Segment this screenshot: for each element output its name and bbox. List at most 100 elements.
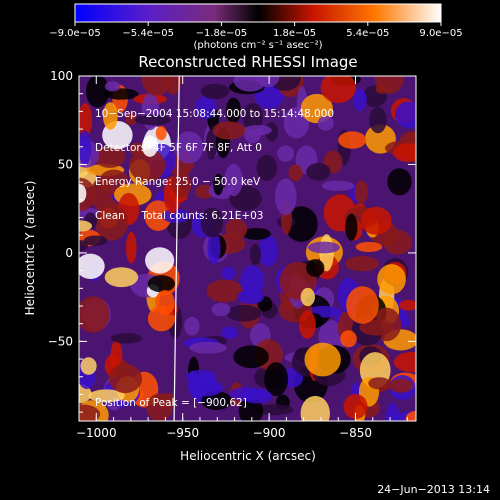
- peak-position-label: Position of Peak = [−900,62]: [95, 397, 247, 409]
- heatmap-blob: [277, 145, 295, 162]
- heatmap-blob: [144, 200, 172, 231]
- heatmap-blob: [385, 402, 400, 421]
- limb-line: [173, 76, 180, 421]
- heatmap-blob: [207, 231, 221, 265]
- info-line-detectors: Detectors: 4F 5F 6F 7F 8F, Att 0: [95, 142, 262, 155]
- y-tick-label: 0: [65, 246, 73, 260]
- heatmap-blob: [155, 290, 175, 316]
- heatmap-blob: [241, 388, 273, 404]
- heatmap-blob: [146, 393, 173, 421]
- heatmap-blob: [104, 81, 121, 92]
- heatmap-blob: [240, 265, 265, 296]
- y-axis: −50 0 50 100: [48, 69, 416, 413]
- x-tick-label: −900: [253, 426, 286, 440]
- heatmap-blob: [225, 218, 248, 240]
- x-tick-label: −950: [166, 426, 199, 440]
- heatmap-blob: [346, 286, 379, 324]
- timestamp-footer: 24−Jun−2013 13:14: [377, 483, 490, 496]
- heatmap-blob: [164, 76, 182, 95]
- plot-frame: [78, 75, 417, 422]
- colorbar-tick-label: −9.0e−05: [49, 28, 101, 39]
- heatmap-blob: [389, 378, 413, 393]
- heatmap-blob: [249, 243, 261, 265]
- colorbar-unit-label: (photons cm⁻² s⁻¹ asec⁻²): [193, 40, 322, 51]
- heatmap-blob: [211, 302, 231, 317]
- heatmap-blob: [343, 393, 368, 420]
- x-tick-label: −850: [339, 426, 372, 440]
- heatmap-blob: [317, 115, 334, 131]
- heatmap-blob: [237, 289, 264, 305]
- heatmap-blob: [345, 255, 380, 272]
- heatmap-blob: [369, 106, 387, 134]
- info-line-energy: Energy Range: 25.0 − 50.0 keV: [95, 176, 261, 189]
- heatmap-blob: [393, 143, 416, 162]
- heatmap-blob: [274, 178, 297, 216]
- heatmap-blob: [255, 404, 294, 416]
- heatmap-blob: [110, 333, 143, 344]
- heatmap-blob: [155, 125, 167, 141]
- heatmap-blob: [306, 162, 331, 181]
- y-axis-label: Heliocentric Y (arcsec): [23, 181, 37, 316]
- heatmap-blob: [353, 88, 367, 112]
- heatmap-blob: [226, 304, 262, 322]
- heatmap-blob: [79, 183, 87, 204]
- heatmap-blob: [299, 310, 316, 339]
- heatmap-blob: [360, 206, 392, 235]
- heatmap-blob: [244, 125, 272, 136]
- heatmap-blob: [300, 287, 315, 307]
- heatmap-blob: [189, 341, 227, 354]
- colorbar: [74, 3, 442, 23]
- heatmap-blob: [141, 76, 172, 96]
- heatmap-blob: [184, 316, 200, 336]
- heatmap-blob: [95, 205, 129, 241]
- heatmap-blob: [200, 207, 224, 238]
- heatmap-blob: [145, 247, 175, 274]
- heatmap-blob: [233, 345, 269, 369]
- heatmap-blob: [79, 220, 93, 232]
- heatmap-blob: [377, 264, 406, 295]
- info-line-counts: Clean Total counts: 6.21E+03: [95, 210, 264, 223]
- heatmap-blob: [321, 180, 355, 191]
- observation-info: 10−Sep−2004 15:08:44.000 to 15:14:48.000…: [95, 86, 334, 234]
- y-tick-label: 100: [50, 69, 73, 83]
- heatmap-blob: [304, 342, 341, 377]
- y-tick-label: 50: [58, 157, 73, 171]
- heatmap-blob: [79, 384, 92, 404]
- colorbar-ticks: −9.0e−05 −5.4e−05 −1.8e−05 1.8e−05 5.4e−05 9.…: [49, 22, 463, 39]
- heatmap-blob: [125, 231, 137, 264]
- heatmap-blob: [374, 76, 405, 95]
- heatmap-blob: [284, 206, 318, 242]
- chart-title: Reconstructed RHESSI Image: [138, 53, 357, 71]
- heatmap-blob: [79, 296, 110, 333]
- heatmap-blob: [255, 76, 280, 88]
- heatmap-blob: [200, 83, 230, 100]
- heatmap-blob: [212, 121, 246, 140]
- heatmap-blob: [359, 319, 394, 336]
- heatmap-blob: [141, 135, 158, 157]
- heatmap-blob: [108, 363, 143, 394]
- heatmap-blob: [225, 97, 241, 124]
- heatmap-blob: [256, 154, 277, 181]
- heatmap-blob: [288, 164, 303, 182]
- heatmap-blob: [387, 168, 412, 196]
- heatmap-blob: [398, 299, 416, 311]
- heatmap-blob: [205, 129, 218, 160]
- heatmap-blob: [320, 76, 356, 104]
- heatmap-blob: [258, 235, 279, 267]
- heatmap-blob: [393, 351, 416, 373]
- heatmap-blob: [355, 241, 383, 252]
- heatmap-blob: [85, 76, 110, 108]
- heatmap: [79, 76, 416, 421]
- heatmap-blob: [305, 259, 325, 277]
- heatmap-blob: [79, 404, 101, 421]
- heatmap-blob: [206, 279, 243, 303]
- heatmap-blob: [174, 131, 204, 164]
- heatmap-blob: [134, 114, 171, 126]
- heatmap-blob: [188, 379, 224, 397]
- heatmap-blob: [224, 163, 243, 197]
- heatmap-blob: [80, 357, 97, 375]
- heatmap-blob: [395, 101, 416, 129]
- heatmap-blob: [104, 267, 139, 288]
- heatmap-blob: [195, 96, 217, 119]
